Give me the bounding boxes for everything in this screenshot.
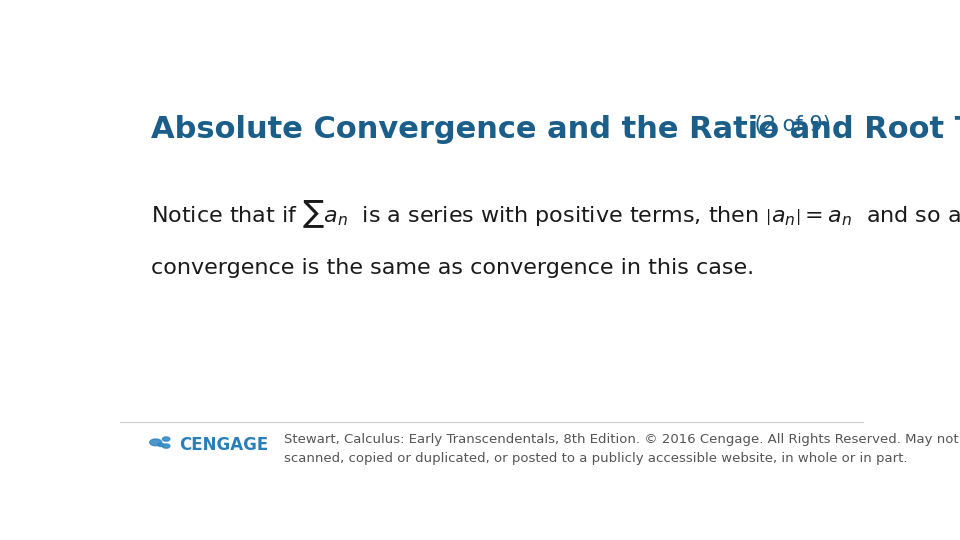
Text: convergence is the same as convergence in this case.: convergence is the same as convergence i… [152, 258, 755, 278]
Text: CENGAGE: CENGAGE [180, 436, 269, 454]
Text: (2 of 9): (2 of 9) [748, 114, 830, 134]
Circle shape [162, 437, 170, 441]
Circle shape [158, 443, 164, 447]
Circle shape [162, 444, 170, 448]
Text: Notice that if $\sum a_n$  is a series with positive terms, then $\left|a_n\righ: Notice that if $\sum a_n$ is a series wi… [152, 198, 960, 230]
Circle shape [150, 439, 161, 446]
Text: Stewart, Calculus: Early Transcendentals, 8th Edition. © 2016 Cengage. All Right: Stewart, Calculus: Early Transcendentals… [284, 434, 960, 465]
Text: Absolute Convergence and the Ratio and Root Tests: Absolute Convergence and the Ratio and R… [152, 114, 960, 144]
